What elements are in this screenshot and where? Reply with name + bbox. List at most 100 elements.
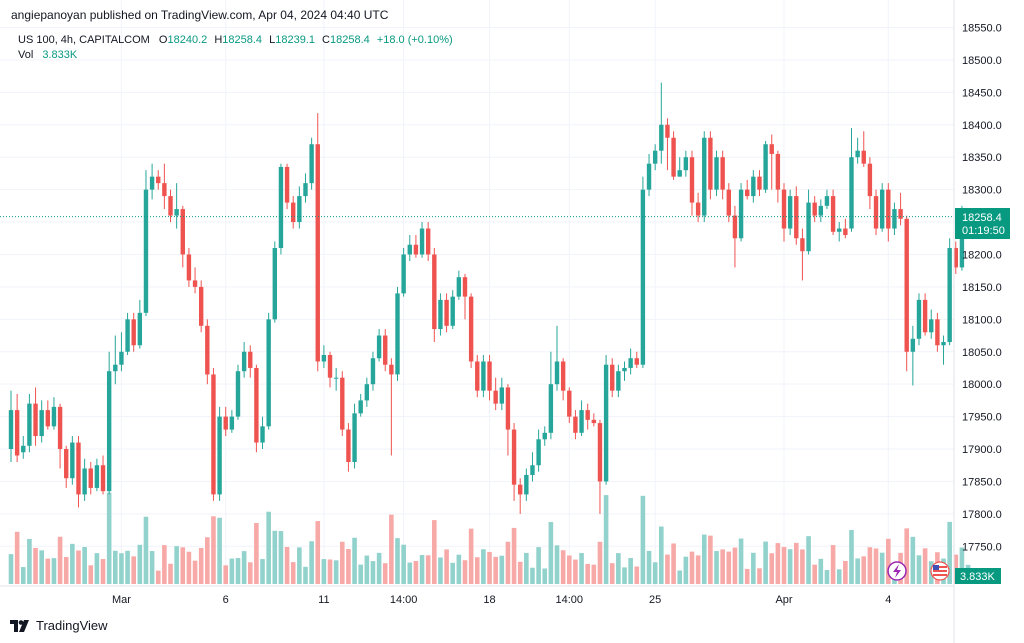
time-axis[interactable]: Mar 6 11 14:00 18 14:00 25 Apr 4 [112, 594, 891, 606]
volume-bar [573, 559, 578, 584]
candle-body [260, 426, 265, 443]
volume-bar [677, 570, 683, 584]
volume-bar [849, 529, 854, 584]
volume-bar [278, 531, 284, 584]
candle-body [241, 351, 247, 372]
candle-body [652, 150, 658, 164]
volume-bar [266, 511, 271, 584]
candle-body [929, 319, 934, 333]
volume-bar [659, 526, 664, 584]
candle-body [413, 244, 419, 255]
candle-body [861, 150, 866, 164]
volume-bar [517, 561, 523, 584]
candle-body [82, 468, 87, 495]
candle-body [468, 296, 474, 362]
volume-bar [82, 547, 87, 584]
volume-bar [566, 555, 572, 584]
volume-bar [303, 566, 308, 584]
candle-body [708, 137, 713, 190]
volume-bar [474, 557, 480, 584]
candle-body [505, 387, 511, 430]
candle-body [315, 144, 320, 362]
lightning-icon[interactable] [887, 561, 907, 581]
volume-bar [585, 563, 590, 584]
candle-body [254, 367, 259, 443]
ohlc-close: 18258.4 [330, 34, 370, 46]
candle-body [726, 189, 731, 216]
candle-body [659, 124, 664, 151]
ohlc-low-label: L [269, 34, 276, 46]
candle-body [843, 228, 848, 236]
volume-bar [272, 530, 278, 584]
candle-body [321, 354, 327, 362]
volume-bar [763, 541, 768, 584]
candle-body [775, 153, 781, 190]
candle-body [591, 419, 597, 424]
candle-body [192, 280, 198, 287]
volume-bar [186, 551, 192, 584]
volume-bar [14, 531, 20, 584]
candle-body [622, 367, 627, 372]
volume-legend[interactable]: Vol 3.833K [18, 49, 77, 61]
volume-bar [155, 570, 161, 584]
volume-bar [524, 552, 529, 584]
us-flag-icon[interactable] [930, 561, 950, 581]
candle-body [389, 364, 394, 375]
y-tick-label: 17950.0 [962, 412, 1002, 424]
candle-body [113, 364, 118, 372]
volume-bar [333, 560, 339, 584]
candle-body [450, 296, 455, 326]
volume-bar [39, 550, 44, 584]
y-tick-label: 18500.0 [962, 55, 1002, 67]
symbol-legend[interactable]: US 100, 4h, CAPITALCOM O18240.2 H18258.4… [18, 34, 453, 46]
volume-bar [119, 553, 124, 584]
candle-body [143, 189, 149, 313]
volume-bar [137, 544, 143, 584]
volume-bar [370, 561, 376, 584]
volume-bar [33, 547, 38, 584]
volume-bar [775, 543, 781, 584]
volume-bar [652, 562, 658, 584]
volume-bar [76, 550, 81, 584]
candle-body [536, 439, 541, 466]
volume-value: 3.833K [42, 49, 78, 61]
volume-bar [174, 546, 179, 584]
candle-body [291, 202, 296, 223]
volume-bar [530, 567, 535, 584]
volume-bar [830, 545, 836, 584]
candle-body [959, 228, 965, 268]
volume-bar [689, 551, 695, 584]
candle-body [309, 144, 314, 184]
last-price-tag: 18258.4 01:19:50 [955, 208, 1010, 239]
volume-bar [131, 556, 136, 584]
volume-bar [309, 541, 314, 584]
volume-bar [922, 548, 928, 584]
volume-bar [542, 568, 548, 584]
candle-body [284, 166, 290, 203]
volume-bar [536, 547, 541, 584]
symbol-title[interactable]: US 100, 4h, CAPITALCOM [18, 34, 150, 46]
volume-bar [346, 549, 351, 584]
candle-body [824, 196, 830, 206]
candle-body [634, 358, 639, 365]
candle-body [953, 247, 958, 268]
candle-body [530, 465, 535, 475]
candle-body [352, 413, 357, 462]
candle-body [738, 189, 744, 239]
candle-body [732, 215, 738, 239]
volume-bar [757, 568, 762, 584]
volume-bar [235, 558, 241, 584]
y-tick-label: 17800.0 [962, 509, 1002, 521]
candle-body [849, 157, 854, 229]
tradingview-logo[interactable]: TradingView [10, 618, 108, 633]
volume-bar [70, 543, 75, 584]
candle-body [106, 371, 112, 492]
volume-bar [290, 562, 296, 584]
candle-body [425, 228, 431, 255]
volume-bar [628, 558, 633, 584]
candle-body [671, 137, 676, 177]
volume-bar [125, 550, 130, 584]
volume-bar [824, 570, 830, 584]
candle-body [45, 410, 51, 427]
